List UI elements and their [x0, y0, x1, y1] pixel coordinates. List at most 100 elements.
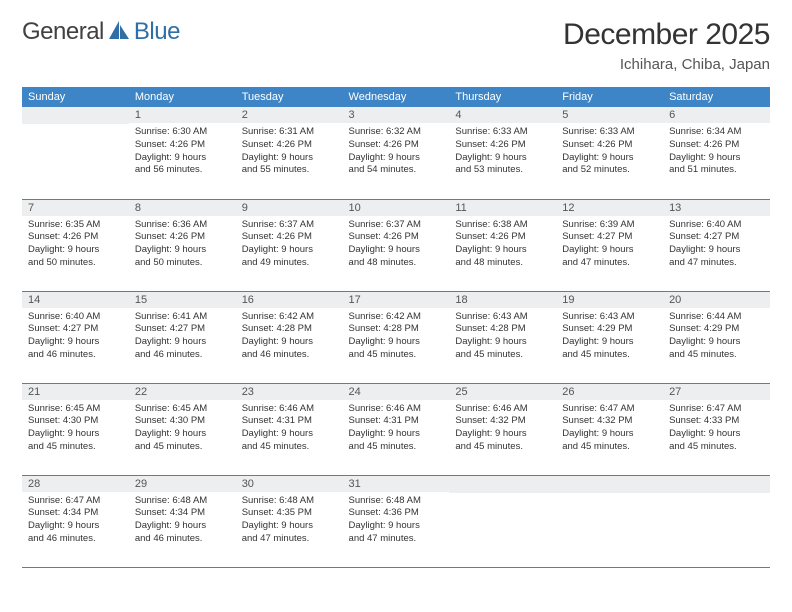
day-body: Sunrise: 6:42 AMSunset: 4:28 PMDaylight:… [343, 308, 450, 365]
day-number: 27 [663, 384, 770, 400]
day-body: Sunrise: 6:44 AMSunset: 4:29 PMDaylight:… [663, 308, 770, 365]
day-number: 15 [129, 292, 236, 308]
day-body: Sunrise: 6:33 AMSunset: 4:26 PMDaylight:… [556, 123, 663, 180]
page-title: December 2025 [563, 18, 770, 52]
calendar-week-row: 7Sunrise: 6:35 AMSunset: 4:26 PMDaylight… [22, 199, 770, 291]
day-body: Sunrise: 6:47 AMSunset: 4:34 PMDaylight:… [22, 492, 129, 549]
calendar-day-cell: 17Sunrise: 6:42 AMSunset: 4:28 PMDayligh… [343, 291, 450, 383]
calendar-day-cell: 4Sunrise: 6:33 AMSunset: 4:26 PMDaylight… [449, 107, 556, 199]
day-body: Sunrise: 6:42 AMSunset: 4:28 PMDaylight:… [236, 308, 343, 365]
day-number-empty [663, 476, 770, 493]
day-body: Sunrise: 6:41 AMSunset: 4:27 PMDaylight:… [129, 308, 236, 365]
calendar-table: SundayMondayTuesdayWednesdayThursdayFrid… [22, 87, 770, 568]
weekday-header: Wednesday [343, 87, 450, 107]
location-subtitle: Ichihara, Chiba, Japan [563, 56, 770, 73]
day-number: 20 [663, 292, 770, 308]
day-number: 2 [236, 107, 343, 123]
day-number: 21 [22, 384, 129, 400]
day-number: 31 [343, 476, 450, 492]
calendar-day-cell [556, 475, 663, 567]
logo-sail-icon [108, 20, 130, 45]
day-number-empty [556, 476, 663, 493]
day-body: Sunrise: 6:48 AMSunset: 4:35 PMDaylight:… [236, 492, 343, 549]
title-block: December 2025 Ichihara, Chiba, Japan [563, 18, 770, 73]
calendar-day-cell: 18Sunrise: 6:43 AMSunset: 4:28 PMDayligh… [449, 291, 556, 383]
calendar-day-cell: 10Sunrise: 6:37 AMSunset: 4:26 PMDayligh… [343, 199, 450, 291]
day-body: Sunrise: 6:43 AMSunset: 4:28 PMDaylight:… [449, 308, 556, 365]
day-number: 4 [449, 107, 556, 123]
calendar-day-cell: 9Sunrise: 6:37 AMSunset: 4:26 PMDaylight… [236, 199, 343, 291]
day-number-empty [22, 107, 129, 124]
calendar-week-row: 21Sunrise: 6:45 AMSunset: 4:30 PMDayligh… [22, 383, 770, 475]
calendar-day-cell: 28Sunrise: 6:47 AMSunset: 4:34 PMDayligh… [22, 475, 129, 567]
day-number: 5 [556, 107, 663, 123]
day-number: 22 [129, 384, 236, 400]
calendar-day-cell: 1Sunrise: 6:30 AMSunset: 4:26 PMDaylight… [129, 107, 236, 199]
day-body: Sunrise: 6:40 AMSunset: 4:27 PMDaylight:… [22, 308, 129, 365]
day-number: 30 [236, 476, 343, 492]
day-body: Sunrise: 6:33 AMSunset: 4:26 PMDaylight:… [449, 123, 556, 180]
calendar-day-cell: 25Sunrise: 6:46 AMSunset: 4:32 PMDayligh… [449, 383, 556, 475]
day-body: Sunrise: 6:32 AMSunset: 4:26 PMDaylight:… [343, 123, 450, 180]
day-number: 11 [449, 200, 556, 216]
calendar-week-row: 1Sunrise: 6:30 AMSunset: 4:26 PMDaylight… [22, 107, 770, 199]
calendar-week-row: 14Sunrise: 6:40 AMSunset: 4:27 PMDayligh… [22, 291, 770, 383]
weekday-header: Monday [129, 87, 236, 107]
day-body: Sunrise: 6:45 AMSunset: 4:30 PMDaylight:… [129, 400, 236, 457]
calendar-week-row: 28Sunrise: 6:47 AMSunset: 4:34 PMDayligh… [22, 475, 770, 567]
day-number: 17 [343, 292, 450, 308]
calendar-day-cell: 23Sunrise: 6:46 AMSunset: 4:31 PMDayligh… [236, 383, 343, 475]
day-body: Sunrise: 6:48 AMSunset: 4:36 PMDaylight:… [343, 492, 450, 549]
calendar-day-cell [22, 107, 129, 199]
calendar-day-cell: 3Sunrise: 6:32 AMSunset: 4:26 PMDaylight… [343, 107, 450, 199]
logo-text-general: General [22, 18, 104, 46]
day-number-empty [449, 476, 556, 493]
logo: General Blue [22, 18, 180, 46]
calendar-day-cell: 30Sunrise: 6:48 AMSunset: 4:35 PMDayligh… [236, 475, 343, 567]
calendar-day-cell: 7Sunrise: 6:35 AMSunset: 4:26 PMDaylight… [22, 199, 129, 291]
calendar-day-cell: 12Sunrise: 6:39 AMSunset: 4:27 PMDayligh… [556, 199, 663, 291]
day-number: 7 [22, 200, 129, 216]
day-body: Sunrise: 6:48 AMSunset: 4:34 PMDaylight:… [129, 492, 236, 549]
day-number: 19 [556, 292, 663, 308]
weekday-header: Tuesday [236, 87, 343, 107]
day-body: Sunrise: 6:37 AMSunset: 4:26 PMDaylight:… [343, 216, 450, 273]
calendar-body: 1Sunrise: 6:30 AMSunset: 4:26 PMDaylight… [22, 107, 770, 567]
day-number: 26 [556, 384, 663, 400]
day-body: Sunrise: 6:31 AMSunset: 4:26 PMDaylight:… [236, 123, 343, 180]
day-number: 29 [129, 476, 236, 492]
calendar-day-cell: 26Sunrise: 6:47 AMSunset: 4:32 PMDayligh… [556, 383, 663, 475]
day-body: Sunrise: 6:46 AMSunset: 4:31 PMDaylight:… [236, 400, 343, 457]
calendar-day-cell: 15Sunrise: 6:41 AMSunset: 4:27 PMDayligh… [129, 291, 236, 383]
weekday-header: Thursday [449, 87, 556, 107]
calendar-header: SundayMondayTuesdayWednesdayThursdayFrid… [22, 87, 770, 107]
calendar-day-cell [449, 475, 556, 567]
calendar-day-cell: 31Sunrise: 6:48 AMSunset: 4:36 PMDayligh… [343, 475, 450, 567]
calendar-day-cell: 5Sunrise: 6:33 AMSunset: 4:26 PMDaylight… [556, 107, 663, 199]
day-number: 12 [556, 200, 663, 216]
weekday-header: Sunday [22, 87, 129, 107]
calendar-day-cell: 2Sunrise: 6:31 AMSunset: 4:26 PMDaylight… [236, 107, 343, 199]
day-body: Sunrise: 6:38 AMSunset: 4:26 PMDaylight:… [449, 216, 556, 273]
calendar-day-cell: 11Sunrise: 6:38 AMSunset: 4:26 PMDayligh… [449, 199, 556, 291]
day-number: 10 [343, 200, 450, 216]
day-number: 25 [449, 384, 556, 400]
calendar-day-cell: 24Sunrise: 6:46 AMSunset: 4:31 PMDayligh… [343, 383, 450, 475]
calendar-day-cell: 14Sunrise: 6:40 AMSunset: 4:27 PMDayligh… [22, 291, 129, 383]
day-number: 23 [236, 384, 343, 400]
calendar-day-cell [663, 475, 770, 567]
day-body: Sunrise: 6:45 AMSunset: 4:30 PMDaylight:… [22, 400, 129, 457]
day-body: Sunrise: 6:47 AMSunset: 4:32 PMDaylight:… [556, 400, 663, 457]
calendar-day-cell: 22Sunrise: 6:45 AMSunset: 4:30 PMDayligh… [129, 383, 236, 475]
day-body: Sunrise: 6:46 AMSunset: 4:31 PMDaylight:… [343, 400, 450, 457]
day-number: 8 [129, 200, 236, 216]
day-body: Sunrise: 6:39 AMSunset: 4:27 PMDaylight:… [556, 216, 663, 273]
calendar-day-cell: 21Sunrise: 6:45 AMSunset: 4:30 PMDayligh… [22, 383, 129, 475]
day-body: Sunrise: 6:47 AMSunset: 4:33 PMDaylight:… [663, 400, 770, 457]
calendar-day-cell: 13Sunrise: 6:40 AMSunset: 4:27 PMDayligh… [663, 199, 770, 291]
day-body: Sunrise: 6:40 AMSunset: 4:27 PMDaylight:… [663, 216, 770, 273]
day-number: 24 [343, 384, 450, 400]
day-body: Sunrise: 6:36 AMSunset: 4:26 PMDaylight:… [129, 216, 236, 273]
logo-text-blue: Blue [134, 21, 180, 43]
day-number: 9 [236, 200, 343, 216]
